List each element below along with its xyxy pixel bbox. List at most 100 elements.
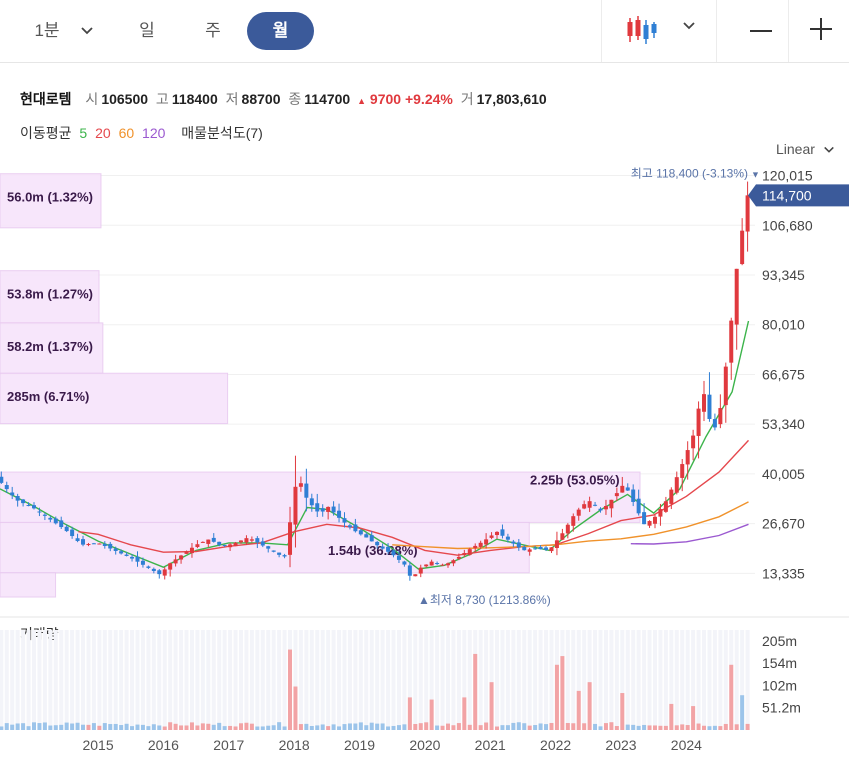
candle-body [102, 543, 107, 547]
volume-background-column [674, 630, 679, 730]
volume-bar [211, 724, 216, 730]
volume-background-column [266, 630, 271, 730]
timeframe-day[interactable]: 일 [139, 21, 155, 40]
volume-background-column [740, 630, 745, 730]
candle-body [222, 544, 227, 546]
price-tick-label: 13,335 [762, 565, 805, 581]
candle-body [337, 510, 342, 518]
candle-body [369, 535, 374, 542]
high-annotation: 최고 118,400 (-3.13%) [631, 167, 748, 181]
timeframe-chevron-down-icon[interactable] [80, 24, 94, 43]
volume-background-column [222, 630, 227, 730]
candle-body [37, 511, 42, 513]
candle-body [309, 498, 314, 506]
candle-body [53, 518, 58, 524]
moving-average-legend[interactable]: 이동평균 5 20 60 120 매물분석도(7) [20, 123, 267, 143]
volume-profile-label: 2.25b (53.05%) [530, 472, 620, 487]
volume-bar [614, 726, 619, 730]
candle-body [260, 541, 265, 546]
candle-body [396, 555, 401, 560]
volume-bar [456, 723, 461, 730]
candle-body [151, 568, 156, 572]
volume-bar [489, 682, 494, 730]
volume-bar [702, 725, 707, 730]
volume-background-column [478, 630, 483, 730]
candle-body [42, 514, 47, 516]
volume-bar [533, 725, 538, 730]
low-annotation: ▲최저 8,730 (1213.86%) [418, 593, 551, 607]
change-value: 9700 [369, 91, 402, 107]
volume-bar [522, 723, 527, 730]
timeframe-month[interactable]: 월 [247, 12, 314, 50]
volume-bar [130, 726, 135, 730]
volume-background-column [113, 630, 118, 730]
volume-bar [162, 726, 167, 730]
volume-bar [124, 723, 129, 730]
volume-bar [102, 723, 107, 730]
volume-profile-bar [0, 372, 229, 425]
volume-background-column [669, 630, 674, 730]
volume-background-column [119, 630, 124, 730]
volume-profile-label: 매물분석도(7) [181, 125, 263, 141]
ma-5: 5 [79, 125, 88, 141]
candle-body [249, 539, 254, 541]
candle-body [576, 509, 581, 516]
volume-bar [48, 725, 53, 730]
price-tick-label: 40,005 [762, 466, 805, 482]
year-tick-label: 2022 [540, 737, 571, 753]
change-up-arrow-icon: ▲ [357, 96, 367, 106]
volume-bar [135, 724, 140, 730]
candle-body [124, 554, 129, 556]
timeframe-week[interactable]: 주 [205, 21, 221, 40]
volume-bar [97, 725, 102, 730]
candle-body [200, 541, 205, 543]
volume-profile-bar [0, 572, 57, 598]
minus-icon[interactable] [748, 18, 774, 49]
volume-background-column [745, 630, 750, 730]
volume-bar [418, 723, 423, 730]
year-tick-label: 2015 [82, 737, 113, 753]
volume-background-column [37, 630, 42, 730]
plus-icon[interactable] [808, 16, 834, 47]
candle-body [271, 550, 276, 552]
chart-type-chevron-down-icon[interactable] [682, 19, 696, 38]
candle-body [342, 518, 347, 523]
candle-body [707, 394, 712, 419]
quote-summary: 현대로템 시 106500 고 118400 저 88700 종 114700 ▲ 97… [20, 89, 547, 109]
candle-body [729, 320, 734, 363]
volume-background-column [108, 630, 113, 730]
ma-60: 60 [118, 125, 135, 141]
volume-bar [81, 724, 86, 730]
candle-body [674, 477, 679, 493]
volume-background-column [652, 630, 657, 730]
candle-body [211, 537, 216, 542]
volume-bar [10, 724, 15, 730]
volume-bar [369, 722, 374, 730]
volume-background-column [642, 630, 647, 730]
volume-bar [647, 725, 652, 730]
volume-background-column [462, 630, 467, 730]
volume-bar [0, 726, 4, 730]
candle-body [603, 506, 608, 510]
volume-background-column [173, 630, 178, 730]
volume-bar [347, 723, 352, 730]
candle-body [288, 522, 293, 555]
candle-body [462, 553, 467, 556]
volume-background-column [647, 630, 652, 730]
volume-background-column [244, 630, 249, 730]
ma-line-120 [630, 523, 749, 545]
candlestick-icon[interactable] [626, 14, 658, 51]
volume-background-column [712, 630, 717, 730]
candle-body [206, 539, 211, 544]
volume-bar [473, 653, 478, 730]
scale-selector[interactable]: Linear [776, 141, 835, 157]
volume-background-column [342, 630, 347, 730]
volume-bar [337, 726, 342, 730]
volume-background-column [211, 630, 216, 730]
candle-body [500, 529, 505, 536]
candle-body [282, 555, 287, 557]
volume-background-column [451, 630, 456, 730]
timeframe-1min[interactable]: 1분 [34, 21, 60, 40]
volume-bar [222, 726, 227, 730]
